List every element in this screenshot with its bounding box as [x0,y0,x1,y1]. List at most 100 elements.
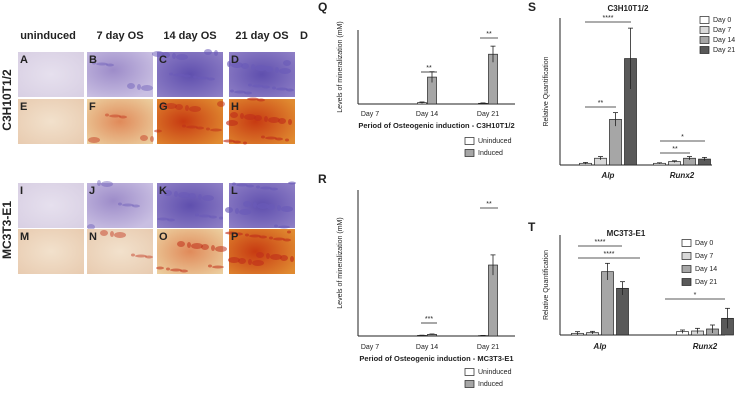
stain-spot [215,246,227,252]
x-tick-label: Day 7 [361,111,379,118]
stain-spot [165,103,177,109]
stain-spot [275,67,279,73]
legend-swatch [464,149,475,157]
stain-spot [167,218,175,222]
significance-label: ** [598,100,604,107]
panel-letter: I [20,185,23,197]
panel-letter: H [231,101,239,113]
stain-spot [127,83,135,89]
micrograph [87,52,153,97]
stain-spot [187,242,191,248]
stain-spot [269,236,273,240]
stain-spot [235,208,239,214]
stain-spot [209,215,217,219]
stain-spot [173,73,185,77]
stain-spot [261,135,265,139]
y-axis-label: Relative Quantification [543,250,550,320]
stain-spot [189,106,201,112]
stain-spot [257,203,269,209]
panel-letter: C [159,54,167,66]
stain-spot [182,124,186,128]
y-axis-label: Levels of mineralization (mM) [337,21,344,112]
stain-spot [234,90,246,94]
stain-spot [135,254,147,258]
legend-label: Day 0 [713,17,731,24]
legend-label: Day 21 [695,279,717,286]
legend-label: Induced [478,381,503,388]
stain-spot [240,113,244,119]
stain-spot [145,255,153,259]
stain-spot [225,207,233,213]
stain-spot [285,138,289,142]
panel-letter: Q [318,0,327,14]
stain-spot [131,253,135,257]
stain-spot [277,205,281,211]
x-axis-label: Period of Osteogenic induction - MC3T3-E… [359,354,513,363]
panel-letter: M [20,231,29,243]
legend-swatch [681,278,692,286]
stain-spot [267,204,275,210]
panel-letter: T [528,220,536,234]
significance-label: * [694,292,697,299]
bar [488,264,498,337]
stain-spot [272,86,276,90]
stain-spot [132,204,140,208]
chart-title: MC3T3-E1 [607,229,646,238]
panel-letter: D [231,54,239,66]
stain-spot [279,68,291,74]
y-axis-label: Relative Quantification [543,56,550,126]
stain-spot [270,254,282,260]
y-axis-label: Levels of mineralization (mM) [337,217,344,308]
stain-spot [191,243,203,249]
bar [609,119,622,166]
panel-letter: K [159,185,167,197]
stain-spot [223,139,235,143]
legend-label: Induced [478,150,503,157]
stain-spot [201,244,209,250]
panel-letter: G [159,101,168,113]
x-tick-label: Day 14 [416,344,438,351]
stain-spot [290,256,294,262]
stain-spot [259,235,267,239]
panel-letter: A [20,54,28,66]
stain-spot [274,224,278,228]
legend-label: Day 14 [713,37,735,44]
stain-spot [264,116,268,122]
stain-spot [281,206,293,212]
stain-spot [278,118,286,124]
stain-spot [186,125,198,129]
stain-spot [245,233,249,237]
stain-spot [227,61,231,67]
stain-spot [170,268,182,272]
stain-spot [288,181,296,185]
stain-spot [156,266,164,270]
stain-spot [96,62,108,66]
micrograph [157,52,223,97]
stain-spot [266,253,270,259]
micrograph [87,99,153,144]
stain-spot [88,137,100,143]
panel-letter: P [231,231,238,243]
legend-swatch [464,368,475,376]
stain-spot [174,191,178,197]
legend-label: Day 0 [695,240,713,247]
legend-label: Day 21 [713,47,735,54]
stain-spot [141,85,153,91]
stain-spot [206,127,210,131]
panel-letter: E [20,101,27,113]
column-header: uninduced [20,30,76,42]
stain-spot [97,180,101,186]
micrograph [18,183,84,228]
stain-spot [101,181,113,187]
column-header: 7 day OS [96,30,143,42]
stain-spot [161,102,165,108]
stain-spot [260,186,272,190]
stain-spot [280,255,288,261]
stain-spot [253,202,257,208]
stain-spot [162,52,170,58]
stain-spot [105,113,109,117]
stain-spot [157,217,169,221]
stain-spot [154,129,162,133]
stain-spot [241,63,249,69]
bar [616,287,629,336]
